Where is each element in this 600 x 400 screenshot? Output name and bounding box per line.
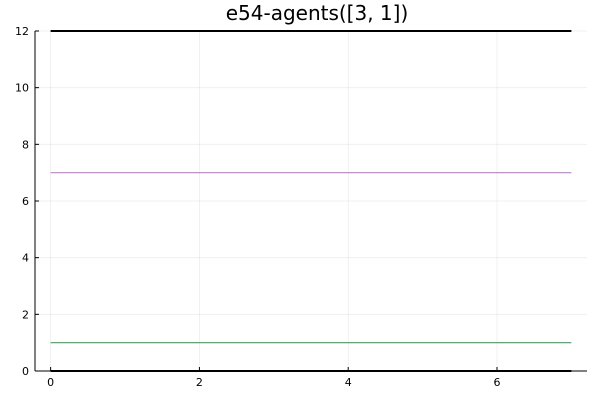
grid <box>35 30 587 372</box>
y-tick-label: 12 <box>15 25 29 38</box>
y-tick-label: 6 <box>22 195 29 208</box>
y-tick-label: 8 <box>22 138 29 151</box>
y-tick-label: 2 <box>22 308 29 321</box>
tick-labels: 0 2 4 6 0 2 4 6 8 10 12 <box>15 25 500 389</box>
x-tick-label: 4 <box>345 376 352 389</box>
x-tick-label: 2 <box>196 376 203 389</box>
x-tick-label: 6 <box>493 376 500 389</box>
y-tick-label: 10 <box>15 82 29 95</box>
y-tick-label: 0 <box>22 365 29 378</box>
chart-title: e54-agents([3, 1]) <box>226 1 409 25</box>
y-tick-label: 4 <box>22 252 29 265</box>
series-lines <box>50 30 572 372</box>
x-tick-label: 0 <box>47 376 54 389</box>
